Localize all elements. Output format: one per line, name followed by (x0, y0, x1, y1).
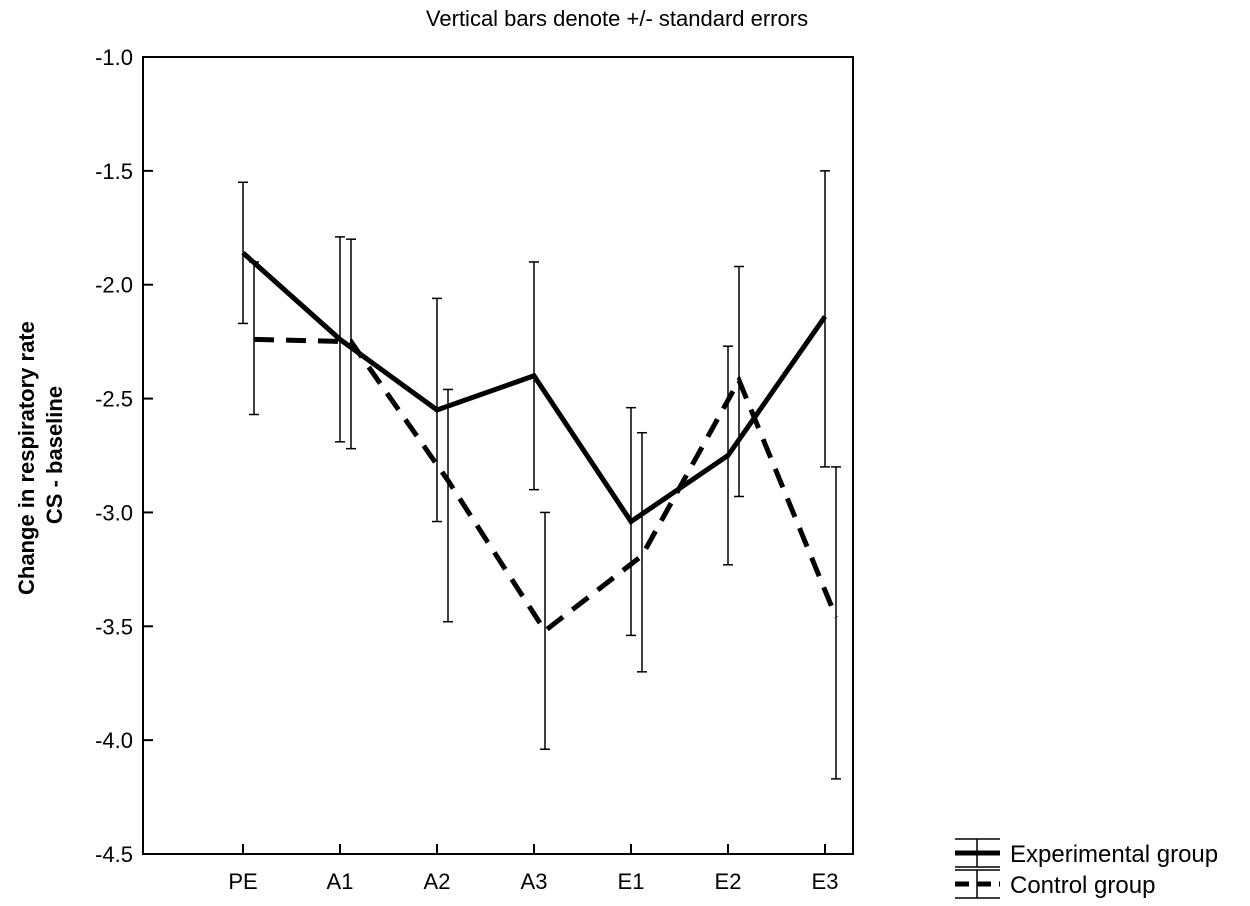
y-axis-label: Change in respiratory rate CS - baseline (14, 315, 67, 595)
legend-label: Experimental group (1010, 841, 1218, 868)
series-line-experimental (241, 250, 828, 526)
x-axis: PE A1 A2 A3 E1 E2 E3 (228, 844, 838, 894)
y-axis-label-line-2: CS - baseline (42, 386, 67, 524)
x-tick-label: E1 (618, 869, 645, 894)
series-line-control (253, 336, 839, 635)
chart-title: Vertical bars denote +/- standard errors (426, 6, 808, 31)
y-axis-label-line-1: Change in respiratory rate (14, 321, 39, 595)
x-tick-label: E2 (715, 869, 742, 894)
y-tick-label: -1.0 (95, 45, 133, 70)
legend: Experimental group Control group (955, 838, 1218, 899)
x-tick-label: PE (228, 869, 257, 894)
y-tick-label: -3.0 (95, 500, 133, 525)
y-tick-label: -4.5 (95, 842, 133, 867)
x-tick-label: E3 (812, 869, 839, 894)
y-tick-label: -1.5 (95, 159, 133, 184)
x-tick-label: A3 (521, 869, 548, 894)
legend-label: Control group (1010, 872, 1155, 899)
y-axis: -1.0 -1.5 -2.0 -2.5 -3.0 -3.5 -4.0 -4.5 (95, 45, 153, 867)
x-tick-label: A1 (327, 869, 354, 894)
legend-item-control: Control group (955, 869, 1155, 899)
error-bars (238, 170, 841, 780)
legend-item-experimental: Experimental group (955, 838, 1218, 868)
y-tick-label: -2.5 (95, 387, 133, 412)
y-tick-label: -2.0 (95, 273, 133, 298)
plot-frame (142, 56, 854, 855)
series-lines (241, 250, 839, 635)
x-tick-label: A2 (424, 869, 451, 894)
y-tick-label: -3.5 (95, 614, 133, 639)
y-tick-label: -4.0 (95, 728, 133, 753)
